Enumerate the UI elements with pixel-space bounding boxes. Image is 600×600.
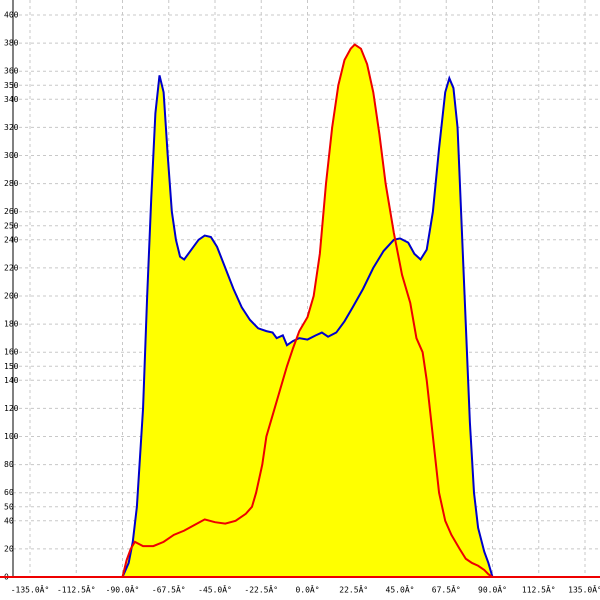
series-line xyxy=(121,43,494,578)
x-tick-label: -135.0Â° xyxy=(11,584,50,595)
y-tick-label: 220 xyxy=(4,263,19,272)
x-tick-label: 112.5Â° xyxy=(522,584,556,595)
y-tick-label: 80 xyxy=(4,460,14,469)
x-tick-label: -67.5Â° xyxy=(152,584,186,595)
x-tick-label: -22.5Â° xyxy=(244,584,278,595)
y-tick-label: 140 xyxy=(4,376,19,385)
x-tick-label: 90.0Â° xyxy=(478,584,507,595)
x-tick-label: -90.0Â° xyxy=(106,584,140,595)
x-tick-label: 45.0Â° xyxy=(386,584,415,595)
y-tick-label: 250 xyxy=(4,221,19,230)
y-tick-label: 40 xyxy=(4,516,14,525)
y-tick-label: 260 xyxy=(4,207,19,216)
y-tick-label: 280 xyxy=(4,179,19,188)
x-tick-label: 67.5Â° xyxy=(432,584,461,595)
y-tick-label: 200 xyxy=(4,292,19,301)
y-tick-label: 380 xyxy=(4,39,19,48)
y-tick-label: 300 xyxy=(4,151,19,160)
x-tick-label: 22.5Â° xyxy=(339,584,368,595)
y-tick-label: 400 xyxy=(4,11,19,20)
y-tick-label: 120 xyxy=(4,404,19,413)
x-tick-label: -45.0Â° xyxy=(198,584,232,595)
y-tick-label: 150 xyxy=(4,362,19,371)
x-tick-label: -112.5Â° xyxy=(57,584,96,595)
y-tick-label: 240 xyxy=(4,235,19,244)
y-tick-label: 320 xyxy=(4,123,19,132)
y-tick-label: 340 xyxy=(4,95,19,104)
y-tick-label: 350 xyxy=(4,81,19,90)
y-tick-label: 60 xyxy=(4,488,14,497)
y-tick-label: 20 xyxy=(4,544,14,553)
y-tick-label: 180 xyxy=(4,320,19,329)
y-tick-label: 160 xyxy=(4,348,19,357)
y-tick-label: 100 xyxy=(4,432,19,441)
area-fill xyxy=(122,44,493,577)
x-tick-label: 0.0Â° xyxy=(295,584,319,595)
y-tick-label: 50 xyxy=(4,502,14,511)
y-tick-label: 360 xyxy=(4,67,19,76)
x-tick-label: 135.0Â° xyxy=(568,584,600,595)
